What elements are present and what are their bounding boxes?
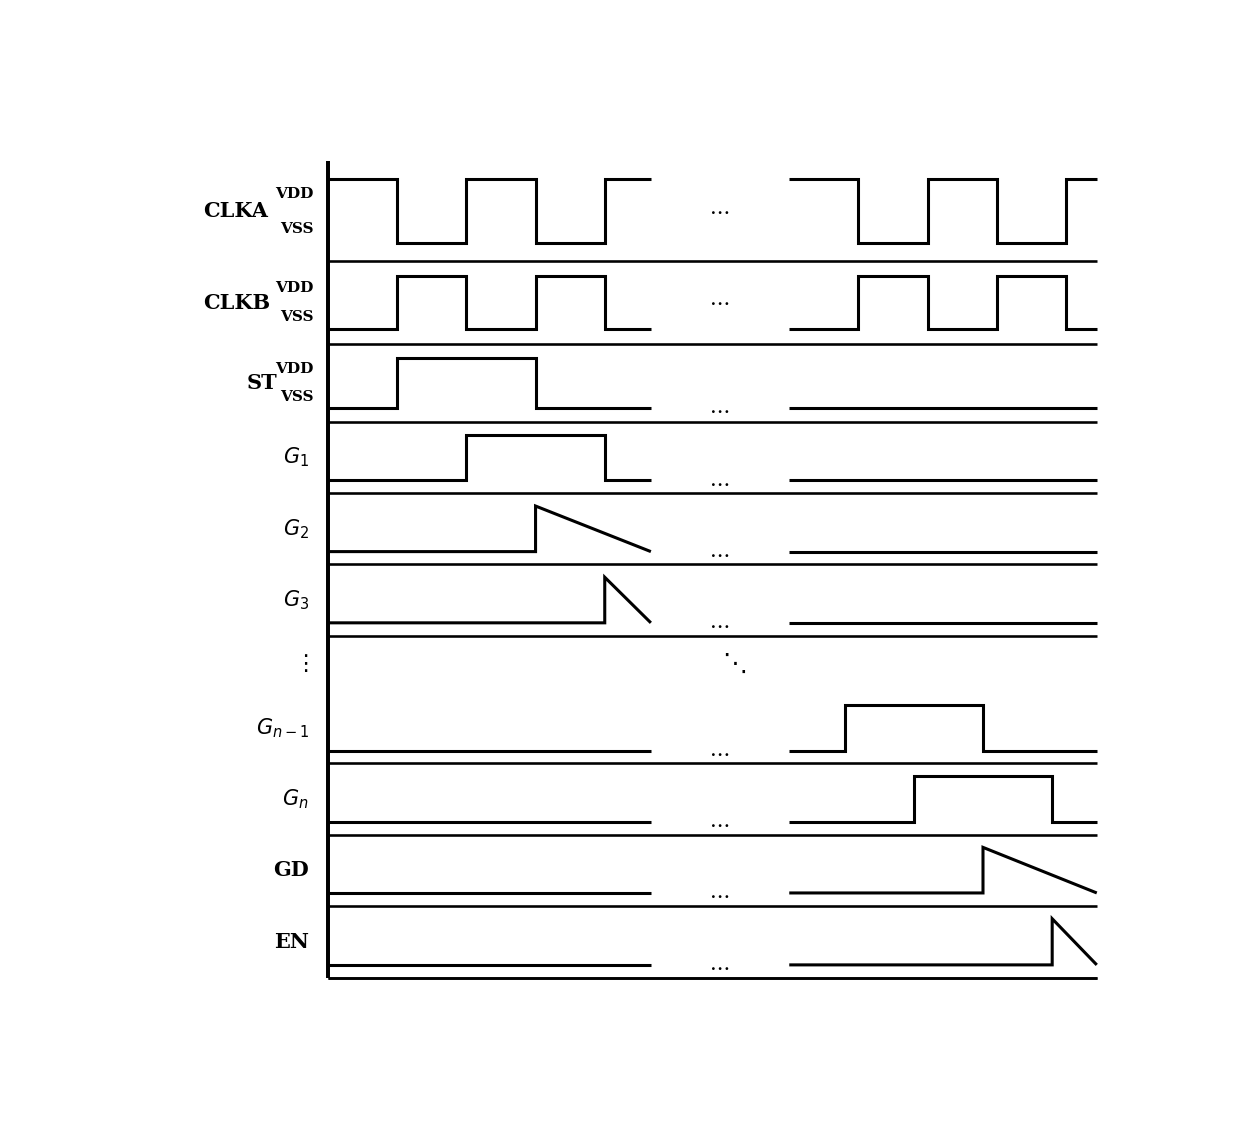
- Text: ...: ...: [711, 955, 730, 975]
- Text: ...: ...: [711, 543, 730, 561]
- Text: VSS: VSS: [280, 222, 314, 236]
- Text: ...: ...: [711, 398, 730, 417]
- Text: $G_3$: $G_3$: [283, 588, 309, 611]
- Text: ...: ...: [711, 883, 730, 902]
- Text: CLKB: CLKB: [203, 292, 270, 312]
- Text: VDD: VDD: [275, 281, 314, 296]
- Text: ...: ...: [711, 290, 730, 309]
- Text: GD: GD: [273, 861, 309, 880]
- Text: ...: ...: [711, 741, 730, 760]
- Text: $G_{n-1}$: $G_{n-1}$: [255, 716, 309, 740]
- Text: $\vdots$: $\vdots$: [294, 653, 309, 675]
- Text: CLKA: CLKA: [203, 202, 268, 221]
- Text: EN: EN: [274, 932, 309, 952]
- Text: ...: ...: [711, 812, 730, 831]
- Text: $G_n$: $G_n$: [283, 787, 309, 811]
- Text: VSS: VSS: [280, 389, 314, 404]
- Text: $G_2$: $G_2$: [283, 517, 309, 540]
- Text: VDD: VDD: [275, 362, 314, 376]
- Text: VSS: VSS: [280, 310, 314, 324]
- Text: $\ddots$: $\ddots$: [723, 652, 746, 676]
- Text: ...: ...: [711, 614, 730, 633]
- Text: ...: ...: [711, 470, 730, 490]
- Text: VDD: VDD: [275, 187, 314, 201]
- Text: $G_1$: $G_1$: [283, 446, 309, 469]
- Text: ST: ST: [247, 373, 277, 393]
- Text: ...: ...: [711, 199, 730, 218]
